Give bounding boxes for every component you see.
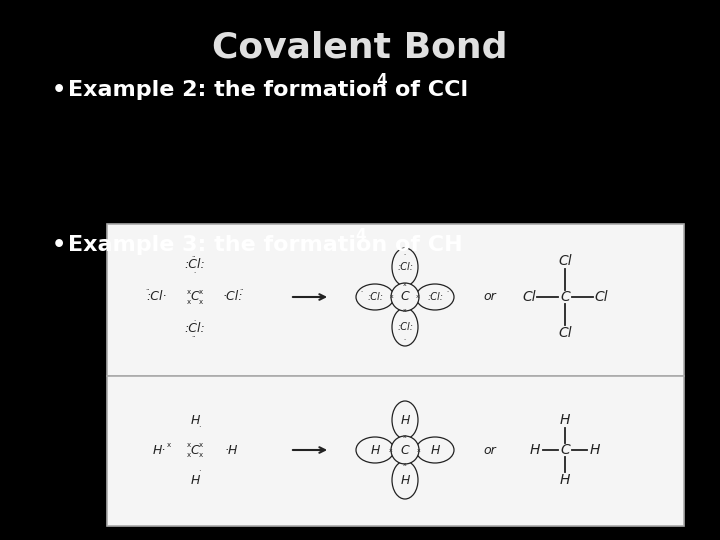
Text: :Cl:: :Cl:	[397, 322, 413, 332]
Text: C: C	[191, 291, 199, 303]
Text: •: •	[52, 80, 66, 100]
Text: or: or	[484, 443, 496, 456]
Text: Cl: Cl	[594, 290, 608, 304]
Text: ·Cl:: ·Cl:	[222, 291, 243, 303]
Text: ··: ··	[240, 287, 244, 293]
Text: x: x	[187, 452, 191, 458]
FancyBboxPatch shape	[107, 376, 684, 526]
Text: ·: ·	[193, 270, 195, 276]
Text: :Cl:: :Cl:	[184, 322, 205, 335]
Text: x: x	[389, 448, 393, 453]
Text: or: or	[484, 291, 496, 303]
Text: x: x	[199, 442, 203, 448]
Text: ··: ··	[403, 337, 407, 342]
Text: H: H	[370, 443, 379, 456]
Text: H: H	[400, 474, 410, 487]
Text: x: x	[416, 294, 420, 300]
Text: x: x	[199, 289, 203, 295]
FancyBboxPatch shape	[107, 224, 684, 376]
Text: :Cl:: :Cl:	[184, 259, 205, 272]
Text: Cl: Cl	[522, 290, 536, 304]
Text: ·H: ·H	[225, 443, 238, 456]
Circle shape	[391, 283, 419, 311]
Text: x: x	[199, 299, 203, 305]
Text: ·: ·	[198, 468, 200, 476]
Text: H: H	[190, 474, 199, 487]
Text: x: x	[403, 281, 407, 287]
Text: x: x	[417, 448, 421, 453]
Text: Cl: Cl	[558, 326, 572, 340]
Text: Cl: Cl	[558, 254, 572, 268]
Text: x: x	[187, 299, 191, 305]
Text: ··: ··	[192, 254, 197, 260]
Text: :Cl·: :Cl·	[147, 291, 167, 303]
Text: C: C	[400, 443, 410, 456]
Text: H: H	[590, 443, 600, 457]
Text: C: C	[560, 443, 570, 457]
Text: Example 3: the formation of CH: Example 3: the formation of CH	[68, 235, 463, 255]
Text: ·: ·	[193, 318, 195, 324]
Text: H: H	[560, 473, 570, 487]
Text: ··: ··	[446, 289, 450, 294]
Text: H: H	[190, 414, 199, 427]
Text: C: C	[400, 291, 410, 303]
Text: C: C	[560, 290, 570, 304]
Text: x: x	[199, 452, 203, 458]
Circle shape	[391, 436, 419, 464]
Text: Example 2: the formation of CCl: Example 2: the formation of CCl	[68, 80, 468, 100]
Text: ··: ··	[360, 289, 364, 294]
Text: ·: ·	[198, 423, 200, 433]
Text: H: H	[431, 443, 440, 456]
Text: x: x	[187, 289, 191, 295]
Text: H: H	[400, 414, 410, 427]
Text: H: H	[560, 413, 570, 427]
Text: :Cl:: :Cl:	[427, 292, 443, 302]
Text: x: x	[187, 442, 191, 448]
Text: x: x	[403, 462, 407, 467]
Text: 4: 4	[376, 73, 387, 88]
Text: H: H	[530, 443, 540, 457]
Text: ··: ··	[192, 334, 197, 340]
Text: 4: 4	[355, 228, 366, 243]
Text: Covalent Bond: Covalent Bond	[212, 30, 508, 64]
Text: x: x	[167, 442, 171, 448]
Text: x: x	[403, 307, 407, 313]
Text: ··: ··	[403, 252, 407, 257]
Text: x: x	[403, 434, 407, 438]
Text: x: x	[390, 294, 394, 300]
Text: :Cl:: :Cl:	[367, 292, 383, 302]
Text: :Cl:: :Cl:	[397, 262, 413, 272]
Text: •: •	[52, 235, 66, 255]
Text: H·: H·	[153, 443, 166, 456]
Text: C: C	[191, 443, 199, 456]
Text: ··: ··	[145, 287, 150, 293]
